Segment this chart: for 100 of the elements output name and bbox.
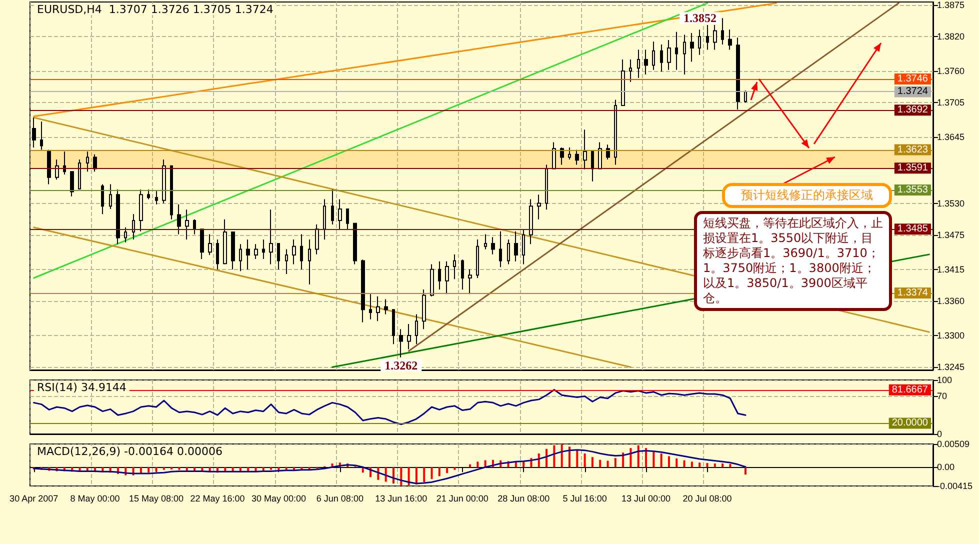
ref-line-label: 1.3553 bbox=[897, 184, 928, 196]
ref-line-label: 1.3746 bbox=[897, 74, 928, 85]
candlestick bbox=[575, 149, 579, 166]
candlestick bbox=[629, 59, 632, 82]
ref-line-label: 1.3374 bbox=[897, 287, 928, 298]
candlestick bbox=[499, 230, 502, 268]
candlestick bbox=[32, 117, 36, 148]
x-tick-label: 13 Jul 00:00 bbox=[622, 494, 671, 504]
bar bbox=[162, 467, 165, 470]
candlestick bbox=[177, 204, 181, 235]
y-tick-label: -0.00415 bbox=[937, 481, 973, 491]
bar bbox=[606, 460, 609, 468]
candlestick bbox=[744, 90, 747, 104]
x-tick-label: 28 Jun 08:00 bbox=[498, 494, 550, 504]
annotation: 预计短线修正的承接区域 bbox=[722, 183, 892, 208]
candlestick bbox=[507, 238, 510, 265]
candlestick bbox=[583, 129, 587, 170]
y-tick-label: 1.3360 bbox=[937, 296, 965, 306]
annotation: 短线买盘，等待在此区域介入，止损设置在1。3550以下附近，目标逐步高看1。3690/1。3710；1。3750附近；1。3800附近；以及1。3850/1。3900区域平仓。 bbox=[694, 211, 892, 311]
candlestick bbox=[606, 144, 610, 160]
x-tick-label: 30 Apr 2007 bbox=[10, 494, 58, 504]
candlestick bbox=[93, 154, 97, 172]
candlestick bbox=[652, 41, 655, 70]
ref-line-label: 1.3724 bbox=[897, 86, 928, 98]
candlestick bbox=[147, 188, 150, 200]
candlestick bbox=[292, 238, 296, 265]
candlestick bbox=[698, 29, 701, 56]
y-tick-label: 1.3875 bbox=[937, 0, 965, 10]
candlestick bbox=[675, 31, 678, 70]
bar bbox=[408, 467, 410, 486]
candlestick bbox=[690, 32, 694, 62]
candlestick bbox=[78, 159, 81, 190]
candlestick bbox=[63, 151, 66, 175]
candlestick bbox=[40, 121, 43, 150]
candlestick bbox=[162, 159, 166, 204]
candlestick bbox=[598, 142, 602, 170]
candlestick bbox=[461, 259, 464, 290]
candlestick bbox=[300, 234, 303, 270]
candlestick bbox=[384, 298, 388, 315]
bar bbox=[630, 448, 632, 468]
candlestick bbox=[86, 151, 89, 172]
candlestick bbox=[407, 324, 411, 350]
bar bbox=[584, 454, 586, 468]
candlestick bbox=[369, 294, 372, 320]
candlestick bbox=[568, 146, 571, 160]
candlestick bbox=[468, 268, 472, 295]
y-tick-label: 1.3475 bbox=[937, 230, 965, 240]
y-tick-label: 0.00 bbox=[937, 462, 955, 472]
candlestick bbox=[223, 218, 227, 265]
candlestick bbox=[484, 234, 487, 250]
bar bbox=[614, 458, 616, 468]
ref-line-label: 20.0000 bbox=[892, 418, 928, 429]
candlestick bbox=[55, 159, 59, 180]
candlestick bbox=[476, 238, 479, 278]
y-tick-label: 1.3245 bbox=[937, 362, 965, 372]
candlestick bbox=[170, 165, 173, 220]
bar bbox=[560, 444, 563, 468]
candlestick bbox=[285, 248, 288, 274]
candlestick bbox=[254, 244, 258, 260]
candlestick bbox=[706, 24, 709, 50]
bar bbox=[599, 460, 602, 468]
x-tick-label: 13 Jun 16:00 bbox=[375, 494, 428, 504]
bar bbox=[454, 467, 456, 470]
x-tick-label: 20 Jul 08:00 bbox=[682, 494, 732, 504]
bar bbox=[476, 462, 479, 468]
x-tick-label: 5 Jul 16:00 bbox=[562, 494, 607, 504]
chart-title: EURUSD,H4 1.3707 1.3726 1.3705 1.3724 bbox=[37, 3, 274, 16]
candlestick bbox=[621, 59, 625, 106]
bar bbox=[568, 446, 571, 468]
bar bbox=[392, 467, 394, 484]
bar bbox=[400, 467, 402, 486]
candlestick bbox=[101, 184, 104, 215]
candlestick bbox=[132, 214, 135, 240]
bar bbox=[423, 467, 426, 482]
bar bbox=[469, 464, 472, 468]
candlestick bbox=[545, 164, 548, 210]
candlestick bbox=[430, 264, 434, 297]
y-tick-label: 0.00509 bbox=[937, 439, 970, 449]
bar bbox=[722, 464, 724, 468]
bar bbox=[553, 445, 556, 468]
candlestick bbox=[537, 194, 541, 220]
x-tick-label: 21 Jun 00:00 bbox=[436, 494, 488, 504]
ref-line-label: 1.3591 bbox=[897, 162, 928, 174]
candlestick bbox=[415, 314, 418, 345]
candlestick bbox=[644, 49, 648, 75]
candlestick bbox=[514, 230, 518, 262]
ref-line-label: 1.3485 bbox=[897, 224, 928, 235]
bar bbox=[415, 467, 418, 484]
candlestick bbox=[193, 218, 196, 235]
bar bbox=[637, 445, 640, 468]
bar bbox=[668, 456, 670, 468]
candlestick bbox=[116, 188, 120, 245]
candlestick bbox=[124, 226, 127, 243]
bar bbox=[652, 450, 655, 468]
candlestick bbox=[239, 244, 242, 272]
ref-line-label: 1.3692 bbox=[897, 104, 928, 116]
bar bbox=[430, 467, 433, 479]
x-tick-label: 8 May 00:00 bbox=[70, 494, 120, 504]
bar bbox=[178, 467, 180, 470]
candlestick bbox=[246, 238, 250, 270]
